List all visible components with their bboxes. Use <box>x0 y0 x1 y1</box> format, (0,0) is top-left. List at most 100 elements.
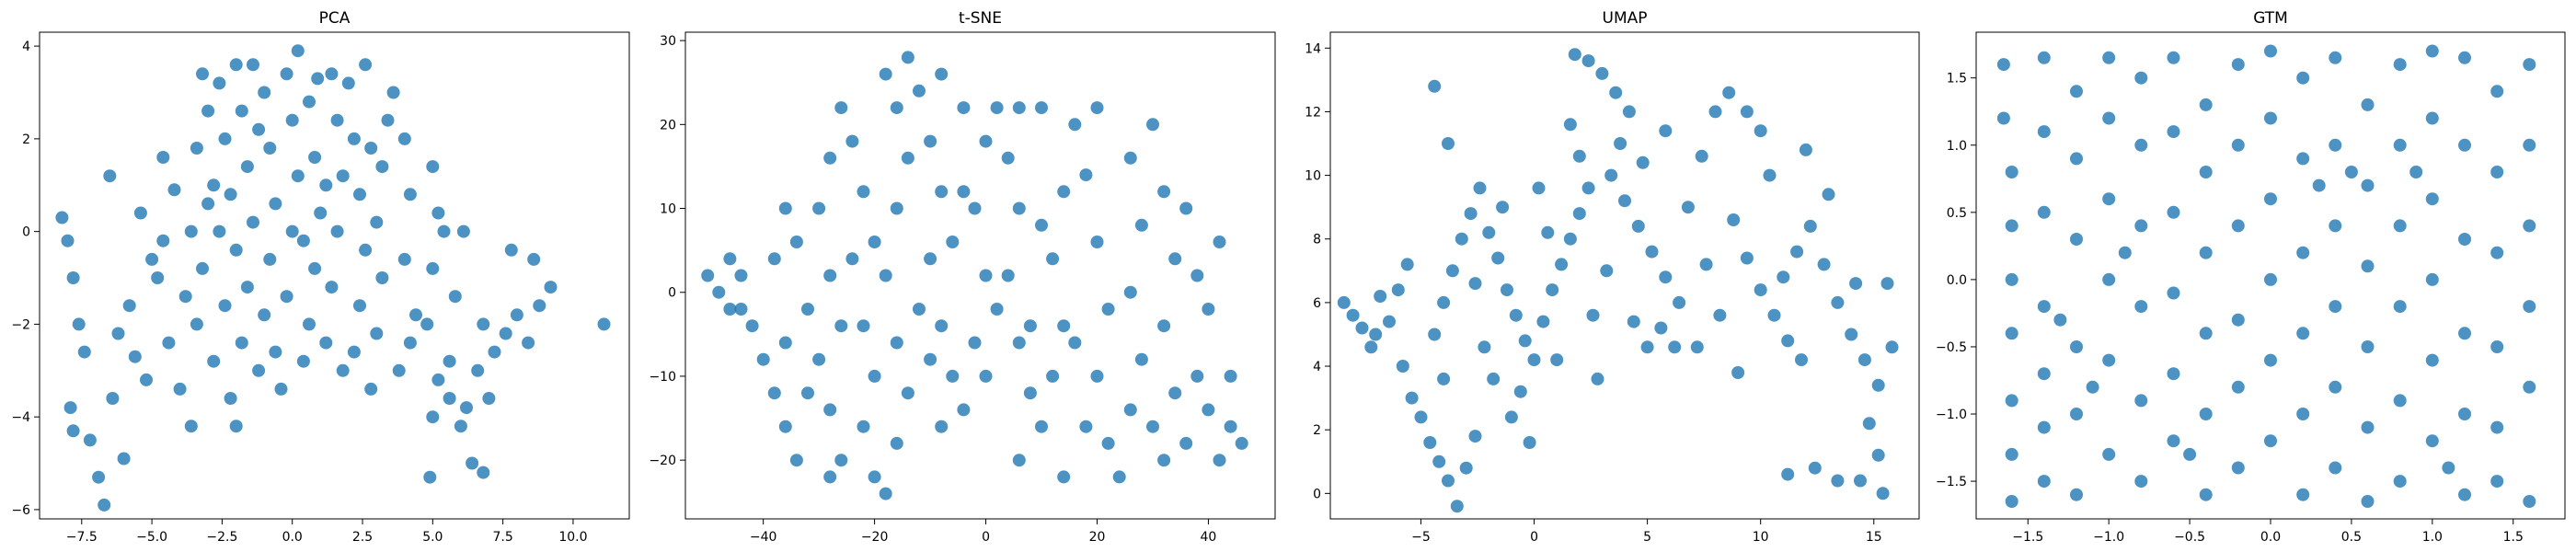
pca-point <box>364 142 378 155</box>
umap-xtick-label: 0 <box>1530 530 1538 545</box>
pca-point <box>460 401 473 415</box>
umap-point <box>1391 283 1405 297</box>
tsne-title: t-SNE <box>959 9 1002 28</box>
gtm-point <box>2296 408 2310 420</box>
pca-point <box>319 178 333 192</box>
gtm-point <box>2361 178 2375 192</box>
tsne-point <box>812 352 826 366</box>
pca-point <box>66 271 80 284</box>
gtm-point <box>2329 461 2342 475</box>
gtm-point <box>2329 138 2342 152</box>
gtm-point <box>2199 246 2213 259</box>
gtm-point <box>2393 58 2407 72</box>
umap-point <box>1428 328 1442 341</box>
tsne-point <box>1123 151 1137 165</box>
gtm-ytick-label: 1.0 <box>1947 139 1967 154</box>
pca-point <box>392 363 406 377</box>
tsne-ytick-label: 0 <box>668 286 676 301</box>
pca-point <box>482 392 496 405</box>
umap-point <box>1622 105 1636 119</box>
umap-point <box>1659 124 1673 138</box>
umap-point <box>1581 54 1595 68</box>
tsne-point <box>924 252 937 266</box>
umap-point <box>1659 270 1673 284</box>
pca-point <box>229 243 243 257</box>
tsne-point <box>1090 369 1104 383</box>
tsne-point <box>957 403 971 417</box>
pca-point <box>98 498 111 512</box>
tsne-point <box>1202 403 1215 417</box>
umap-point <box>1699 258 1713 271</box>
gtm-point <box>2329 51 2342 64</box>
umap-point <box>1496 201 1510 214</box>
umap-point <box>1727 213 1741 226</box>
umap-point <box>1442 474 1455 488</box>
pca-point <box>330 224 344 238</box>
tsne-point <box>1068 118 1082 132</box>
tsne-point <box>1179 436 1193 450</box>
umap-point <box>1527 353 1541 367</box>
tsne-point <box>1012 101 1026 115</box>
tsne-point <box>957 101 971 115</box>
pca-point <box>207 178 221 192</box>
tsne-point <box>924 352 937 366</box>
tsne-point <box>1023 386 1037 400</box>
tsne-point <box>1012 454 1026 467</box>
pca-xtick-label: 2.5 <box>352 530 373 545</box>
tsne-axes-frame <box>684 31 1276 520</box>
umap-point <box>1763 168 1777 182</box>
tsne-point <box>990 303 1004 316</box>
pca-point <box>477 466 490 479</box>
gtm-point <box>2490 85 2504 98</box>
gtm-point <box>2361 259 2375 273</box>
tsne-point <box>1168 252 1182 266</box>
gtm-point <box>2425 44 2439 58</box>
gtm-point <box>2070 340 2083 353</box>
umap-point <box>1777 270 1790 284</box>
gtm-point <box>2070 85 2083 98</box>
umap-point <box>1795 353 1808 367</box>
tsne-point <box>913 303 926 316</box>
gtm-point <box>2102 272 2116 286</box>
umap-point <box>1822 188 1835 201</box>
gtm-point <box>2264 272 2277 286</box>
pca-point <box>296 354 310 368</box>
umap-point <box>1681 201 1695 214</box>
pca-point <box>409 308 422 322</box>
pca-ytick-label: 0 <box>22 225 30 240</box>
tsne-point <box>1057 470 1071 484</box>
tsne-xtick-label: −40 <box>750 530 777 545</box>
umap-point <box>1609 86 1623 99</box>
gtm-point <box>2361 98 2375 111</box>
umap-point <box>1754 124 1767 138</box>
gtm-point <box>2393 475 2407 489</box>
pca-point <box>252 363 266 377</box>
pca-xtick-label: 10.0 <box>558 530 587 545</box>
pca-point <box>190 317 203 331</box>
pca-point <box>285 224 299 238</box>
umap-point <box>1455 232 1468 246</box>
umap-point <box>1501 283 1513 297</box>
gtm-point <box>2167 205 2180 219</box>
tsne-point <box>1179 201 1193 215</box>
tsne-point <box>868 470 881 484</box>
gtm-point <box>2361 420 2375 434</box>
gtm-point <box>2231 58 2245 72</box>
pca-point <box>269 197 282 211</box>
umap-point <box>1849 277 1863 291</box>
tsne-point <box>968 201 982 215</box>
gtm-point <box>2167 51 2180 64</box>
umap-point <box>1636 155 1650 169</box>
gtm-xtick-label: 0.0 <box>2260 530 2281 545</box>
gtm-xtick-label: −1.5 <box>2012 530 2043 545</box>
umap-point <box>1591 372 1604 385</box>
gtm-point <box>1996 58 2010 72</box>
tsne-point <box>734 303 748 316</box>
tsne-point <box>734 269 748 282</box>
pca-point <box>224 392 237 405</box>
umap-point <box>1600 264 1614 278</box>
pca-point <box>285 113 299 127</box>
tsne-point <box>946 236 960 248</box>
tsne-xtick-label: −20 <box>861 530 889 545</box>
